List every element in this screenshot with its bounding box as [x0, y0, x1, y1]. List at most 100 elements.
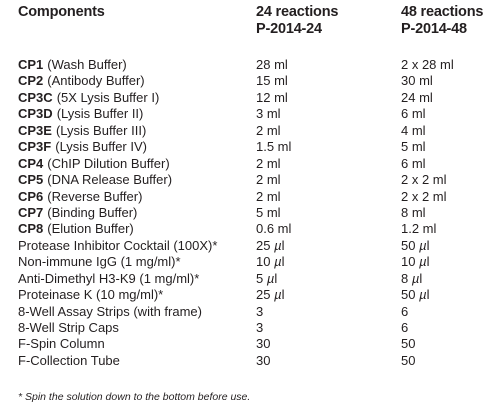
- component-description: (Elution Buffer): [47, 221, 134, 237]
- quantity-48-reactions: 6: [401, 303, 409, 319]
- table-row: 8-Well Assay Strips (with frame) 3 6: [0, 304, 496, 320]
- quantity-24-reactions: 30: [256, 336, 271, 352]
- component-description: (Reverse Buffer): [47, 188, 143, 204]
- component-cell: CP3D (Lysis Buffer II): [18, 106, 143, 122]
- header-48-label: 48 reactions: [401, 4, 484, 20]
- quantity-24-reactions: 3: [256, 320, 264, 335]
- table-row: Protease Inhibitor Cocktail (100X)* 25 µl…: [0, 238, 496, 254]
- quantity-48-reactions: 24 ml: [401, 89, 433, 105]
- component-cell: CP8 (Elution Buffer): [18, 221, 134, 237]
- quantity-48-reactions: 50: [401, 352, 416, 368]
- table-row: F-Spin Column 30 50: [0, 336, 496, 352]
- component-cell: F-Spin Column: [18, 336, 105, 352]
- header-24-sku: P-2014-24: [256, 21, 322, 37]
- quantity-24-reactions: 15 ml: [256, 73, 288, 89]
- component-description: (Wash Buffer): [47, 57, 127, 72]
- quantity-48-reactions: 50 µl: [401, 237, 430, 253]
- table-row: CP1 (Wash Buffer) 28 ml 2 x 28 ml: [0, 57, 496, 73]
- header-components-label: Components: [18, 4, 105, 20]
- component-code: CP4: [18, 155, 44, 171]
- component-description: 8-Well Strip Caps: [18, 320, 119, 335]
- quantity-24-reactions: 28 ml: [256, 57, 288, 72]
- component-cell: F-Collection Tube: [18, 353, 120, 369]
- component-code: CP7: [18, 204, 44, 220]
- header-24-label: 24 reactions: [256, 4, 339, 20]
- component-cell: CP3C (5X Lysis Buffer I): [18, 90, 159, 106]
- table-row: CP5 (DNA Release Buffer) 2 ml 2 x 2 ml: [0, 172, 496, 188]
- component-code: CP5: [18, 172, 44, 188]
- table-row: CP3D (Lysis Buffer II) 3 ml 6 ml: [0, 106, 496, 122]
- component-description: Non-immune IgG (1 mg/ml)*: [18, 254, 181, 270]
- quantity-24-reactions: 12 ml: [256, 89, 288, 105]
- quantity-24-reactions: 2 ml: [256, 155, 281, 171]
- table-row: CP8 (Elution Buffer) 0.6 ml 1.2 ml: [0, 221, 496, 237]
- component-description: F-Collection Tube: [18, 352, 120, 368]
- component-code: CP3F: [18, 139, 52, 155]
- header-48-reactions: 48 reactions P-2014-48: [401, 4, 483, 38]
- component-code: CP3D: [18, 106, 53, 122]
- quantity-48-reactions: 5 ml: [401, 139, 426, 155]
- component-cell: 8-Well Strip Caps: [18, 320, 119, 336]
- component-description: Protease Inhibitor Cocktail (100X)*: [18, 237, 218, 253]
- quantity-24-reactions: 2 ml: [256, 172, 281, 188]
- quantity-24-reactions: 1.5 ml: [256, 139, 292, 155]
- component-description: (Lysis Buffer IV): [55, 139, 147, 155]
- header-24-reactions: 24 reactions P-2014-24: [256, 4, 338, 38]
- quantity-24-reactions: 3: [256, 303, 264, 319]
- component-list: CP1 (Wash Buffer) 28 ml 2 x 28 ml CP2 (Antibo…: [0, 57, 496, 369]
- quantity-48-reactions: 2 x 2 ml: [401, 172, 447, 188]
- quantity-48-reactions: 2 x 28 ml: [401, 57, 454, 72]
- quantity-48-reactions: 1.2 ml: [401, 221, 437, 237]
- component-cell: Protease Inhibitor Cocktail (100X)*: [18, 238, 217, 254]
- quantity-48-reactions: 50: [401, 336, 416, 352]
- table-row: CP3F (Lysis Buffer IV) 1.5 ml 5 ml: [0, 139, 496, 155]
- table-row: CP2 (Antibody Buffer) 15 ml 30 ml: [0, 73, 496, 89]
- component-cell: CP6 (Reverse Buffer): [18, 189, 142, 205]
- component-description: Anti-Dimethyl H3-K9 (1 mg/ml)*: [18, 270, 200, 286]
- component-description: Proteinase K (10 mg/ml)*: [18, 287, 164, 303]
- component-description: (Binding Buffer): [47, 204, 138, 220]
- footnote: * Spin the solution down to the bottom b…: [18, 391, 251, 403]
- table-header: Components 24 reactions P-2014-24 48 rea…: [0, 4, 496, 38]
- table-row: Non-immune IgG (1 mg/ml)* 10 µl 10 µl: [0, 254, 496, 270]
- quantity-24-reactions: 5 µl: [256, 270, 278, 286]
- component-description: (Antibody Buffer): [47, 73, 145, 89]
- component-cell: Non-immune IgG (1 mg/ml)*: [18, 254, 181, 270]
- component-cell: Anti-Dimethyl H3-K9 (1 mg/ml)*: [18, 271, 199, 287]
- component-cell: CP2 (Antibody Buffer): [18, 73, 145, 89]
- table-row: CP3C (5X Lysis Buffer I) 12 ml 24 ml: [0, 90, 496, 106]
- quantity-48-reactions: 50 µl: [401, 287, 430, 303]
- component-description: (5X Lysis Buffer I): [56, 89, 160, 105]
- table-row: CP7 (Binding Buffer) 5 ml 8 ml: [0, 205, 496, 221]
- table-row: Proteinase K (10 mg/ml)* 25 µl 50 µl: [0, 287, 496, 303]
- quantity-24-reactions: 5 ml: [256, 204, 281, 220]
- component-description: (Lysis Buffer III): [55, 122, 147, 138]
- quantity-48-reactions: 4 ml: [401, 122, 426, 138]
- header-48-sku: P-2014-48: [401, 21, 467, 37]
- quantity-24-reactions: 2 ml: [256, 122, 281, 138]
- component-description: (DNA Release Buffer): [47, 172, 173, 188]
- component-code: CP8: [18, 221, 44, 237]
- quantity-48-reactions: 8 µl: [401, 270, 423, 286]
- component-code: CP3C: [18, 89, 53, 105]
- table-row: CP6 (Reverse Buffer) 2 ml 2 x 2 ml: [0, 189, 496, 205]
- quantity-24-reactions: 30: [256, 352, 271, 368]
- component-code: CP3E: [18, 122, 52, 138]
- component-description: (ChIP Dilution Buffer): [47, 155, 170, 171]
- component-code: CP1: [18, 57, 44, 72]
- quantity-48-reactions: 6 ml: [401, 106, 426, 122]
- quantity-24-reactions: 2 ml: [256, 188, 281, 204]
- quantity-48-reactions: 8 ml: [401, 204, 426, 220]
- quantity-48-reactions: 30 ml: [401, 73, 433, 89]
- quantity-48-reactions: 10 µl: [401, 254, 430, 270]
- table-row: 8-Well Strip Caps 3 6: [0, 320, 496, 336]
- component-cell: CP3E (Lysis Buffer III): [18, 123, 146, 139]
- component-cell: CP1 (Wash Buffer): [18, 57, 127, 73]
- component-description: F-Spin Column: [18, 336, 105, 352]
- table-row: CP3E (Lysis Buffer III) 2 ml 4 ml: [0, 123, 496, 139]
- component-cell: 8-Well Assay Strips (with frame): [18, 304, 202, 320]
- component-description: (Lysis Buffer II): [56, 106, 144, 122]
- component-cell: CP4 (ChIP Dilution Buffer): [18, 156, 170, 172]
- quantity-24-reactions: 25 µl: [256, 237, 285, 253]
